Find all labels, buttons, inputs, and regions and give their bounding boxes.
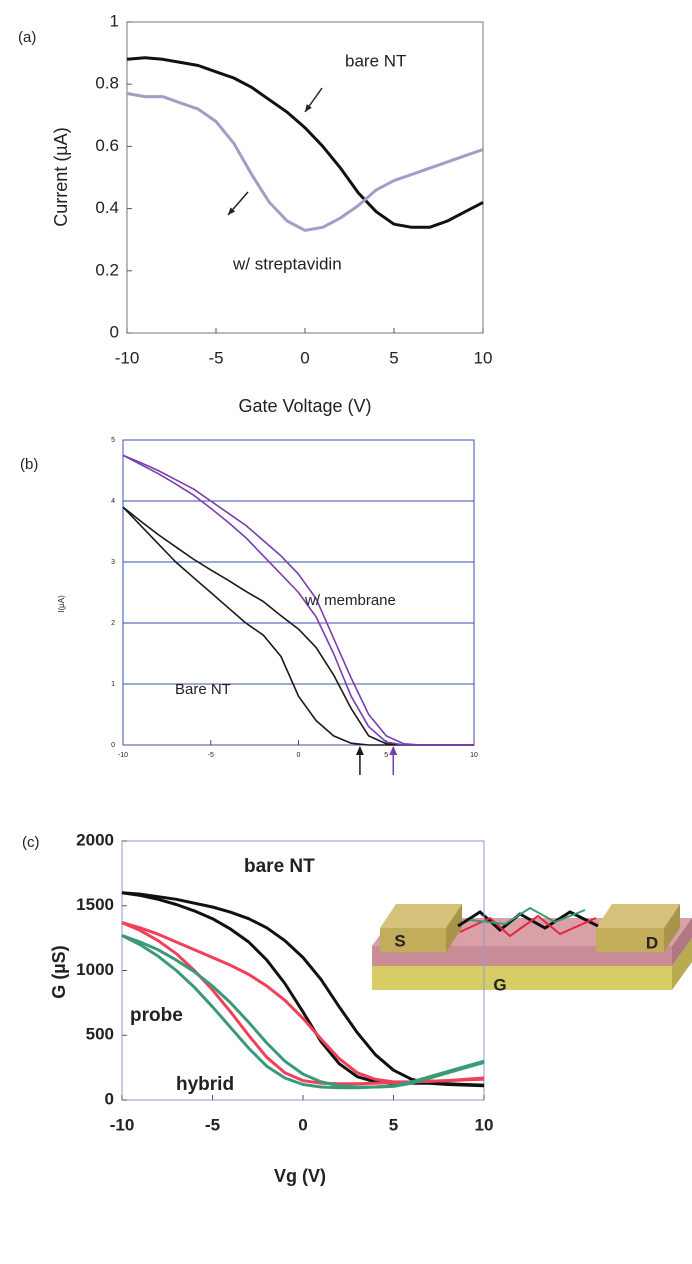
y-tick-label: 1000	[76, 960, 114, 979]
x-tick-label: 5	[384, 752, 388, 759]
x-tick-label: 0	[297, 752, 301, 759]
x-axis-label: Gate Voltage (V)	[238, 396, 371, 416]
x-tick-label: -10	[118, 752, 128, 759]
annotation: bare NT	[345, 51, 406, 70]
panel-label: (a)	[18, 29, 36, 46]
x-tick-label: 10	[470, 752, 478, 759]
annotation: w/ membrane	[304, 592, 396, 609]
y-tick-label: 1	[110, 11, 119, 30]
y-axis-label: I(µA)	[57, 595, 66, 613]
x-tick-label: 0	[300, 348, 309, 367]
threshold-arrow-head	[356, 746, 364, 755]
x-tick-label: -5	[205, 1115, 220, 1134]
y-axis-label: Current (µA)	[51, 127, 71, 226]
figure: (a)00.20.40.60.81-10-50510Gate Voltage (…	[0, 0, 692, 1264]
device-inset	[372, 904, 692, 990]
x-tick-label: -10	[110, 1115, 135, 1134]
y-tick-label: 500	[86, 1025, 114, 1044]
data-line	[127, 58, 483, 228]
x-tick-label: 10	[474, 348, 493, 367]
inset-label: D	[646, 933, 658, 952]
x-axis-label: Vg (V)	[274, 1166, 326, 1186]
inset-label: G	[493, 975, 506, 994]
annotation: probe	[130, 1005, 183, 1026]
threshold-arrow-head	[389, 746, 397, 755]
y-axis-label: G (µS)	[49, 945, 69, 998]
y-tick-label: 5	[111, 437, 115, 444]
y-tick-label: 1	[111, 681, 115, 688]
y-tick-label: 4	[111, 498, 115, 505]
data-line	[123, 507, 474, 745]
y-tick-label: 1500	[76, 895, 114, 914]
y-tick-label: 2	[111, 620, 115, 627]
annotation: hybrid	[176, 1074, 234, 1095]
annotation: bare NT	[244, 856, 315, 877]
plot-frame	[127, 22, 483, 333]
arrow-head	[305, 104, 312, 112]
data-line	[123, 507, 474, 745]
y-tick-label: 0.2	[95, 260, 119, 279]
y-tick-label: 0	[110, 322, 119, 341]
y-tick-label: 0.6	[95, 136, 119, 155]
inset-label: S	[394, 931, 405, 950]
data-line	[123, 455, 474, 745]
data-line	[127, 94, 483, 231]
x-tick-label: 5	[389, 348, 398, 367]
annotation: w/ streptavidin	[232, 254, 342, 273]
x-tick-label: -5	[208, 752, 214, 759]
x-tick-label: 10	[475, 1115, 494, 1134]
y-tick-label: 2000	[76, 830, 114, 849]
y-tick-label: 0	[111, 742, 115, 749]
annotation: Bare NT	[175, 681, 231, 698]
x-tick-label: -5	[208, 348, 223, 367]
panel-label: (b)	[20, 456, 38, 473]
x-tick-label: -10	[115, 348, 140, 367]
data-line	[123, 455, 474, 745]
y-tick-label: 0.4	[95, 198, 119, 217]
x-tick-label: 5	[389, 1115, 398, 1134]
x-tick-label: 0	[298, 1115, 307, 1134]
panel-label: (c)	[22, 834, 40, 851]
y-tick-label: 0.8	[95, 74, 119, 93]
y-tick-label: 0	[105, 1089, 114, 1108]
y-tick-label: 3	[111, 559, 115, 566]
